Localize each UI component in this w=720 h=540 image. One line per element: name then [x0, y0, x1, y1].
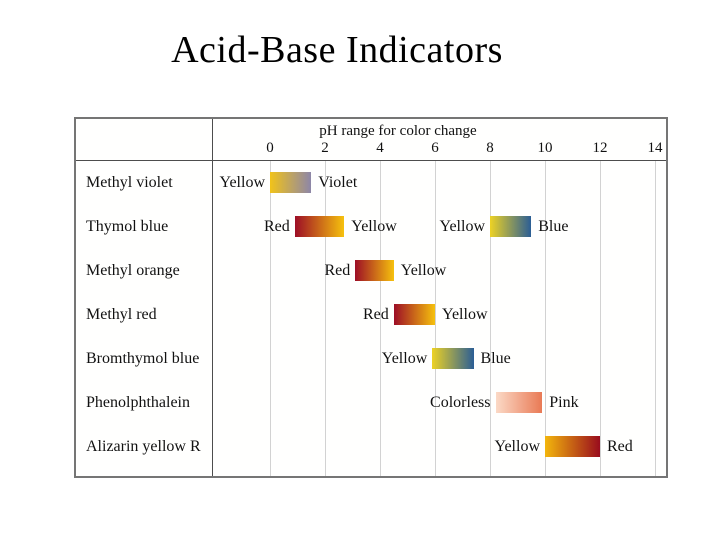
acid-color-label: Yellow — [439, 218, 486, 235]
indicator-name: Bromthymol blue — [86, 350, 200, 367]
indicator-table: pH range for color change 0 2 4 6 8 10 12 14 Me… — [74, 117, 668, 478]
ph-tick-label: 10 — [537, 140, 553, 156]
ph-tick-label: 8 — [486, 140, 494, 156]
ph-tick-label: 14 — [647, 140, 663, 156]
indicator-name-column: Methyl violet Thymol blue Methyl orange Met… — [76, 161, 212, 476]
acid-color-label: Red — [362, 306, 389, 323]
color-range-bar — [545, 436, 600, 457]
indicator-name: Methyl orange — [86, 262, 180, 279]
indicator-name: Phenolphthalein — [86, 394, 190, 411]
slide-title: Acid-Base Indicators — [171, 29, 503, 71]
ph-tick-label: 6 — [431, 140, 439, 156]
base-color-label: Blue — [538, 218, 569, 235]
gridline — [435, 161, 436, 476]
header-separator — [76, 160, 666, 161]
color-range-bar — [490, 216, 532, 237]
gridline — [655, 161, 656, 476]
base-color-label: Blue — [480, 350, 511, 367]
column-divider — [212, 119, 213, 476]
gridline — [325, 161, 326, 476]
color-range-bar — [270, 172, 312, 193]
ph-tick-label: 12 — [592, 140, 608, 156]
color-range-bar — [393, 304, 435, 325]
indicator-name: Methyl violet — [86, 174, 173, 191]
gridline — [600, 161, 601, 476]
chart-header: pH range for color change 0 2 4 6 8 10 12 14 — [213, 119, 666, 160]
base-color-label: Yellow — [351, 218, 397, 235]
color-range-bar — [294, 216, 345, 237]
gridline — [545, 161, 546, 476]
ph-tick-label: 0 — [266, 140, 274, 156]
acid-color-label: Red — [263, 218, 290, 235]
acid-color-label: Yellow — [381, 350, 428, 367]
chart-caption: pH range for color change — [319, 123, 477, 139]
acid-color-label: Colorless — [430, 394, 491, 411]
color-range-bar — [495, 392, 543, 413]
indicator-name: Alizarin yellow R — [86, 438, 201, 455]
color-range-bar — [432, 348, 474, 369]
acid-color-label: Red — [324, 262, 351, 279]
ph-tick-label: 4 — [376, 140, 384, 156]
chart-body: Yellow Violet Red Yellow Yellow Blue Red Yellow… — [213, 161, 666, 476]
gridline — [490, 161, 491, 476]
base-color-label: Red — [607, 438, 633, 455]
base-color-label: Yellow — [442, 306, 488, 323]
gridline — [270, 161, 271, 476]
indicator-name: Thymol blue — [86, 218, 169, 235]
acid-color-label: Yellow — [494, 438, 541, 455]
indicator-name: Methyl red — [86, 306, 157, 323]
gridline — [380, 161, 381, 476]
ph-tick-label: 2 — [321, 140, 329, 156]
base-color-label: Violet — [318, 174, 358, 191]
base-color-label: Yellow — [400, 262, 447, 279]
color-range-bar — [355, 260, 394, 281]
base-color-label: Pink — [549, 394, 579, 411]
acid-color-label: Yellow — [219, 174, 266, 191]
